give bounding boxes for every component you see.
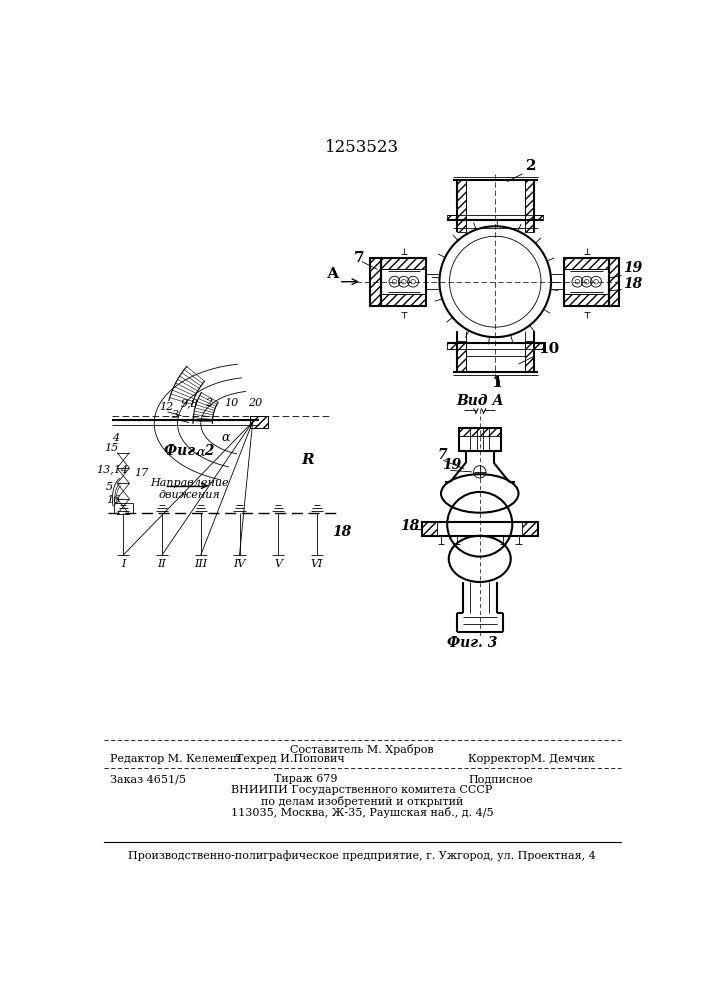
Text: 7: 7 <box>437 448 447 462</box>
Text: 10: 10 <box>538 342 559 356</box>
Text: Заказ 4651/5: Заказ 4651/5 <box>110 774 186 784</box>
Bar <box>421 522 538 536</box>
Bar <box>609 258 619 306</box>
Text: 2: 2 <box>526 159 537 173</box>
Text: А: А <box>327 267 339 281</box>
Bar <box>609 258 619 306</box>
Bar <box>250 416 268 428</box>
Text: Фиг. 3: Фиг. 3 <box>447 636 497 650</box>
Bar <box>459 428 501 436</box>
Bar <box>564 258 609 306</box>
Text: Тираж 679: Тираж 679 <box>274 774 337 784</box>
Text: 17: 17 <box>134 468 148 478</box>
Bar <box>370 258 381 306</box>
Text: R: R <box>301 453 314 467</box>
Bar <box>564 294 609 306</box>
Text: 1253523: 1253523 <box>325 139 399 156</box>
Bar <box>564 258 609 269</box>
Bar <box>459 428 501 451</box>
Text: по делам изобретений и открытий: по делам изобретений и открытий <box>261 796 463 807</box>
Bar <box>370 258 381 306</box>
Text: I: I <box>121 559 125 569</box>
Text: 18: 18 <box>332 525 352 539</box>
Text: 13,14: 13,14 <box>96 464 128 474</box>
Text: Подписное: Подписное <box>468 774 533 784</box>
Text: 15: 15 <box>104 443 118 453</box>
Text: III: III <box>194 559 207 569</box>
Text: II: II <box>158 559 166 569</box>
Text: α: α <box>222 431 230 444</box>
Text: VI: VI <box>311 559 323 569</box>
Bar <box>448 343 457 349</box>
Text: 16: 16 <box>106 495 120 505</box>
Bar <box>421 522 437 536</box>
Text: 4: 4 <box>112 433 119 443</box>
Text: 9,8: 9,8 <box>180 398 198 408</box>
Text: Редактор М. Келемеш: Редактор М. Келемеш <box>110 754 240 764</box>
Text: 113035, Москва, Ж-35, Раушская наб., д. 4/5: 113035, Москва, Ж-35, Раушская наб., д. … <box>230 807 493 818</box>
Text: 3: 3 <box>172 410 179 420</box>
Text: α: α <box>197 446 205 459</box>
Text: 18: 18 <box>623 277 643 291</box>
Text: 5: 5 <box>106 482 113 492</box>
Text: 19: 19 <box>443 458 462 472</box>
Text: ВНИИПИ Государственного комитета СССР: ВНИИПИ Государственного комитета СССР <box>231 785 493 795</box>
Text: Фиг. 2: Фиг. 2 <box>164 444 214 458</box>
Text: 18: 18 <box>400 519 419 533</box>
Bar <box>381 294 426 306</box>
Text: 2: 2 <box>205 398 212 408</box>
Bar <box>381 258 426 269</box>
Text: 10: 10 <box>225 398 239 408</box>
Text: 7: 7 <box>354 251 365 265</box>
Bar <box>522 522 538 536</box>
Text: 20: 20 <box>248 398 262 408</box>
Text: 19: 19 <box>623 261 643 275</box>
Text: V: V <box>274 559 282 569</box>
Text: Техред И.Попович: Техред И.Попович <box>235 754 344 764</box>
Bar <box>534 215 543 220</box>
Bar <box>381 258 426 306</box>
Text: Составитель М. Храбров: Составитель М. Храбров <box>290 744 434 755</box>
Text: 12: 12 <box>159 402 173 412</box>
Text: КорректорМ. Демчик: КорректорМ. Демчик <box>468 754 595 764</box>
Text: 1: 1 <box>491 376 502 390</box>
Bar <box>448 215 457 220</box>
Bar <box>457 341 466 372</box>
Text: Направление
движения: Направление движения <box>150 478 228 500</box>
Bar <box>457 180 466 232</box>
Bar <box>534 343 543 349</box>
Text: Вид А: Вид А <box>456 394 503 408</box>
Text: IV: IV <box>233 559 246 569</box>
Bar <box>525 341 534 372</box>
Bar <box>525 180 534 232</box>
Text: Производственно-полиграфическое предприятие, г. Ужгород, ул. Проектная, 4: Производственно-полиграфическое предприя… <box>128 850 596 861</box>
Bar <box>250 416 268 428</box>
